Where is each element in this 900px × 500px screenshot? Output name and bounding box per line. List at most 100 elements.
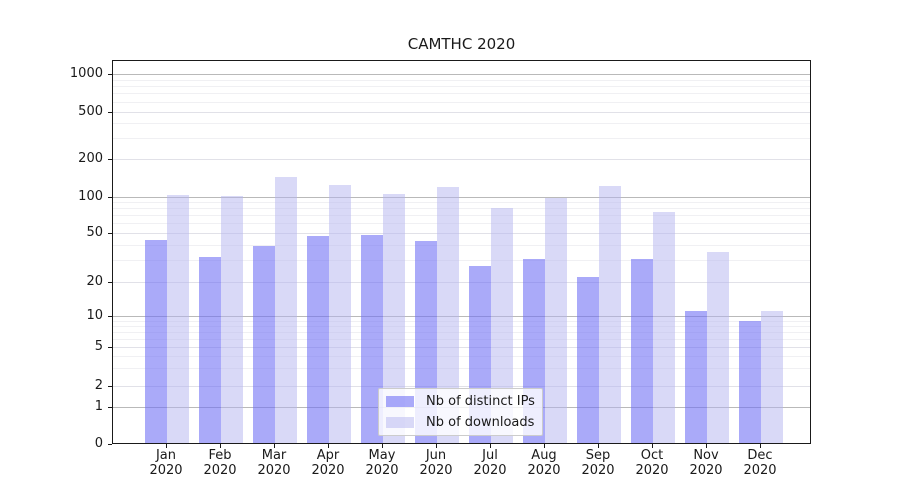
x-tick-label-jan: Jan 2020 xyxy=(139,448,193,478)
gridline-50 xyxy=(113,233,810,234)
legend-label-downloads: Nb of downloads xyxy=(426,415,535,431)
chart-title: CAMTHC 2020 xyxy=(407,35,516,53)
bar-nb-of-downloads-jul xyxy=(491,208,513,443)
x-tick-label-aug: Aug 2020 xyxy=(517,448,571,478)
x-tick-label-line: 2020 xyxy=(581,463,615,478)
x-tick-label-dec: Dec 2020 xyxy=(733,448,787,478)
bar-nb-of-downloads-sep xyxy=(599,186,621,443)
legend-item-downloads: Nb of downloads xyxy=(386,414,542,432)
gridline-500 xyxy=(113,111,810,113)
gridline-20 xyxy=(113,282,810,283)
bar-nb-of-distinct-ips-may xyxy=(361,235,383,443)
y-tick-20 xyxy=(108,282,112,283)
x-tick-label-line: 2020 xyxy=(743,463,777,478)
x-tick-label-line: 2020 xyxy=(365,463,399,478)
x-tick-apr xyxy=(328,444,329,448)
bar-nb-of-distinct-ips-apr xyxy=(307,236,329,443)
x-tick-label-line: 2020 xyxy=(203,463,237,478)
x-tick-label-line: Jul xyxy=(482,448,498,463)
legend-label-distinct-ips: Nb of distinct IPs xyxy=(426,393,535,409)
x-tick-jul xyxy=(490,444,491,448)
y-tick-label-50: 50 xyxy=(86,225,103,240)
x-tick-label-line: Apr xyxy=(316,448,340,463)
gridline-9 xyxy=(113,320,810,322)
bar-nb-of-distinct-ips-nov xyxy=(685,311,707,443)
x-tick-label-may: May 2020 xyxy=(355,448,409,478)
bar-nb-of-downloads-mar xyxy=(275,177,297,443)
y-tick-500 xyxy=(108,111,112,113)
x-tick-label-line: Aug xyxy=(531,448,557,463)
y-tick-label-5: 5 xyxy=(94,339,103,354)
x-tick-label-line: 2020 xyxy=(635,463,669,478)
gridline-30 xyxy=(113,260,810,262)
bar-nb-of-downloads-dec xyxy=(761,311,783,443)
bar-nb-of-downloads-jun xyxy=(437,187,459,443)
y-tick-label-100: 100 xyxy=(78,188,103,204)
bar-nb-of-downloads-oct xyxy=(653,212,675,443)
bar-nb-of-downloads-may xyxy=(383,194,405,443)
x-tick-label-apr: Apr 2020 xyxy=(301,448,355,478)
gridline-40 xyxy=(113,244,810,246)
y-tick-10 xyxy=(108,316,112,317)
plot-area xyxy=(112,60,811,444)
bar-nb-of-distinct-ips-jan xyxy=(145,239,167,443)
legend-swatch-downloads-icon xyxy=(386,417,414,429)
gridline-90 xyxy=(113,202,810,204)
x-tick-label-line: Sep xyxy=(585,448,611,463)
y-tick-1000 xyxy=(108,74,112,75)
x-tick-label-line: Nov xyxy=(693,448,719,463)
bar-nb-of-distinct-ips-feb xyxy=(199,256,221,443)
x-tick-oct xyxy=(652,444,653,448)
x-tick-label-line: 2020 xyxy=(419,463,453,478)
x-tick-label-mar: Mar 2020 xyxy=(247,448,301,478)
x-tick-label-line: May xyxy=(368,448,396,463)
x-tick-label-line: 2020 xyxy=(527,463,561,478)
bar-nb-of-downloads-apr xyxy=(329,185,351,443)
bar-nb-of-downloads-feb xyxy=(221,195,243,443)
bar-nb-of-downloads-aug xyxy=(545,198,567,443)
x-tick-label-line: Oct xyxy=(640,448,664,463)
bar-nb-of-distinct-ips-sep xyxy=(577,276,599,443)
legend-item-distinct-ips: Nb of distinct IPs xyxy=(386,392,542,410)
y-tick-0 xyxy=(108,444,112,445)
gridline-700 xyxy=(113,93,810,95)
x-tick-may xyxy=(382,444,383,448)
x-tick-label-line: Feb xyxy=(208,448,232,463)
bar-nb-of-distinct-ips-dec xyxy=(739,320,761,443)
x-tick-label-line: Jan xyxy=(155,448,177,463)
x-tick-mar xyxy=(274,444,275,448)
y-tick-label-1000: 1000 xyxy=(69,66,103,81)
x-tick-feb xyxy=(220,444,221,448)
bar-nb-of-downloads-jan xyxy=(167,195,189,443)
gridline-400 xyxy=(113,123,810,125)
gridline-5 xyxy=(113,347,810,348)
y-tick-2 xyxy=(108,385,112,387)
gridline-60 xyxy=(113,223,810,225)
x-tick-label-jun: Jun 2020 xyxy=(409,448,463,478)
gridline-900 xyxy=(113,79,810,81)
y-tick-label-1: 1 xyxy=(94,399,103,414)
gridline-4 xyxy=(113,356,810,358)
y-tick-200 xyxy=(108,159,112,160)
y-tick-label-10: 10 xyxy=(86,308,103,323)
bar-nb-of-downloads-nov xyxy=(707,252,729,443)
y-tick-label-20: 20 xyxy=(86,274,103,289)
gridline-10 xyxy=(113,316,810,317)
gridline-8 xyxy=(113,325,810,327)
y-tick-50 xyxy=(108,233,112,234)
y-tick-5 xyxy=(108,347,112,348)
x-tick-label-nov: Nov 2020 xyxy=(679,448,733,478)
x-tick-label-line: Jun xyxy=(425,448,447,463)
y-tick-1 xyxy=(108,407,112,408)
x-tick-label-sep: Sep 2020 xyxy=(571,448,625,478)
x-tick-label-line: 2020 xyxy=(311,463,345,478)
x-tick-jan xyxy=(166,444,167,448)
x-tick-label-line: Mar xyxy=(261,448,287,463)
x-tick-label-jul: Jul 2020 xyxy=(463,448,517,478)
bar-nb-of-distinct-ips-mar xyxy=(253,246,275,443)
y-tick-label-200: 200 xyxy=(78,151,103,166)
x-tick-jun xyxy=(436,444,437,448)
gridline-300 xyxy=(113,138,810,140)
gridline-7 xyxy=(113,331,810,333)
